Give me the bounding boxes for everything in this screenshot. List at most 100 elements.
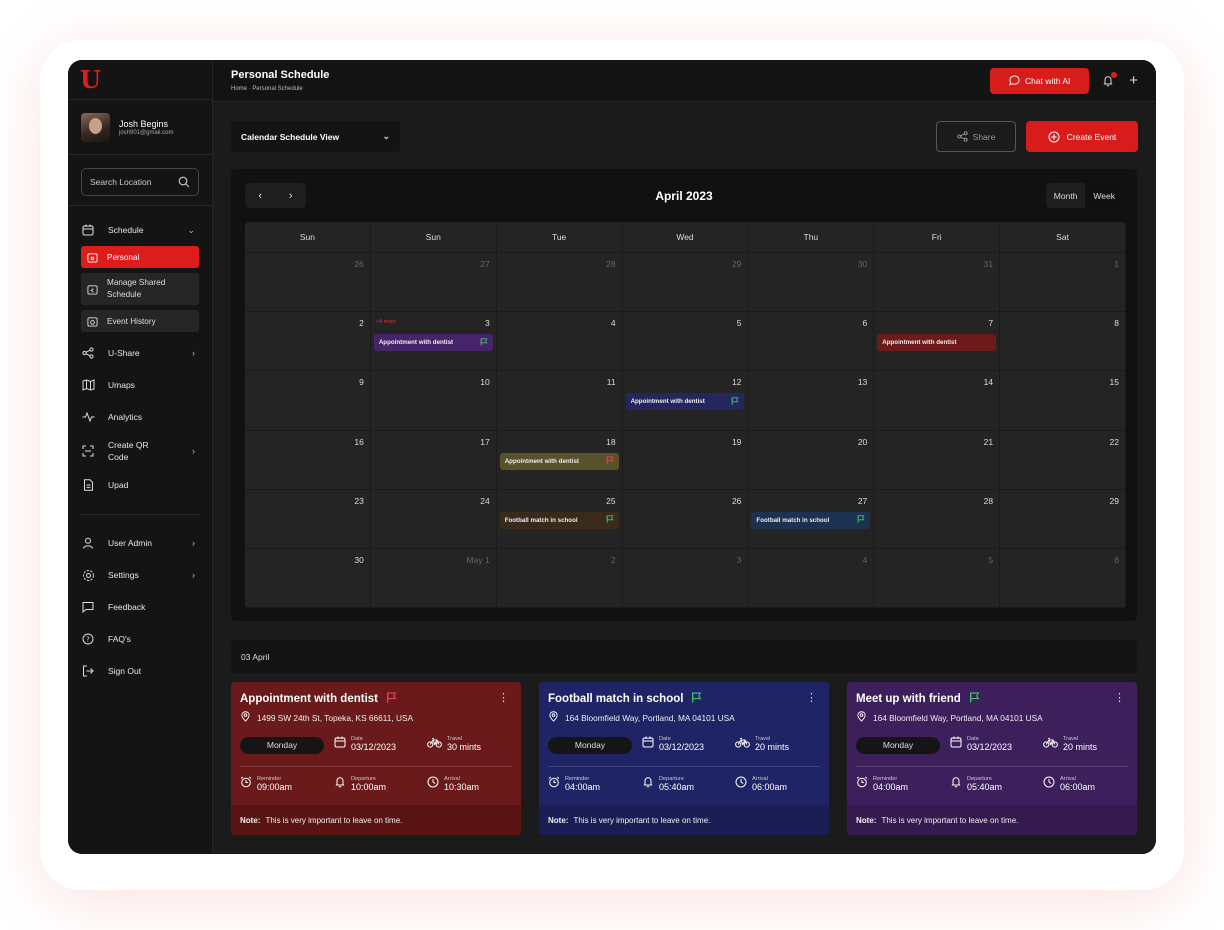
nav-feedback[interactable]: Feedback [81,591,199,623]
nav-user-admin[interactable]: User Admin › [81,527,199,559]
event-arrival-value: 06:00am [752,781,788,792]
calendar-event[interactable]: Football match in school [751,511,871,529]
calendar-day-cell[interactable]: 28 [874,489,1001,549]
event-arrival-label: Arrival [752,775,768,782]
nav-analytics-label: Analytics [108,412,143,422]
event-date-value: 03/12/2023 [659,741,705,752]
calendar-day-cell[interactable]: 2 [496,548,623,608]
calendar-day-cell[interactable]: 7 Appointment with dentist [874,312,1001,372]
calendar-day-cell[interactable]: 2 [245,312,371,372]
flag-icon [378,692,397,706]
calendar-day-cell[interactable]: 14 [874,371,1001,431]
chat-with-ai-button[interactable]: Chat with AI [990,67,1090,94]
event-note: Note: This is very important to leave on … [539,805,829,835]
calendar-day-cell[interactable]: 13 [748,371,875,431]
calendar-day-cell[interactable]: 3 +4 more Appointment with dentist [370,312,497,372]
location-pin-icon [548,711,565,724]
calendar-day-cell[interactable]: 12 Appointment with dentist [622,371,749,431]
nav-upad[interactable]: Upad [81,469,199,501]
create-event-button[interactable]: Create Event [1026,121,1138,152]
calendar-day-cell[interactable]: 29 [1000,489,1126,549]
share-button[interactable]: Share [936,121,1016,152]
calendar-day-cell[interactable]: 23 [245,489,371,549]
calendar-day-cell[interactable]: 26 [245,253,371,313]
calendar-day-cell[interactable]: 5 [622,312,749,372]
nav-settings[interactable]: Settings › [81,559,199,591]
month-view-button[interactable]: Month [1053,190,1078,201]
calendar-day-cell[interactable]: 22 [1000,430,1126,490]
event-card[interactable]: Football match in school ⋮ 164 Bloomfield … [539,682,829,835]
calendar-day-cell[interactable]: 31 [874,253,1001,313]
more-options-icon[interactable]: ⋮ [806,692,817,704]
nav-manage-shared-schedule[interactable]: Manage Shared Schedule [81,273,199,305]
nav-faqs[interactable]: ? FAQ's [81,623,199,655]
calendar-day-cell[interactable]: 18 Appointment with dentist [496,430,623,490]
calendar-day-cell[interactable]: 16 [245,430,371,490]
calendar-event[interactable]: Football match in school [499,511,619,529]
calendar-day-cell[interactable]: 11 [496,371,623,431]
calendar-day-cell[interactable]: 4 [748,548,875,608]
search-icon[interactable] [178,176,190,188]
event-arrival: Arrival 06:00am [1043,775,1095,793]
calendar-event[interactable]: Appointment with dentist [625,393,745,411]
event-card[interactable]: Appointment with dentist ⋮ 1499 SW 24th St… [231,682,521,835]
calendar-day-cell[interactable]: 1 [1000,253,1126,313]
calendar-day-cell[interactable]: 17 [370,430,497,490]
nav-personal[interactable]: Personal [81,246,199,268]
calendar-day-cell[interactable]: 24 [370,489,497,549]
calendar-day-cell[interactable]: 10 [370,371,497,431]
calendar-day-cell[interactable]: 21 [874,430,1001,490]
day-number: 16 [354,436,364,447]
breadcrumb[interactable]: Home · Personal Schedule [231,86,303,92]
history-calendar-icon [86,315,98,327]
calendar-day-cell[interactable]: 29 [622,253,749,313]
calendar-day-cell[interactable]: 30 [245,548,371,608]
prev-month-button[interactable]: ‹ [258,189,263,202]
calendar-view-select[interactable]: Calendar Schedule View ⌄ [231,121,400,152]
more-events-link[interactable]: +4 more [375,319,397,326]
add-button[interactable]: + [1129,72,1138,89]
nav-ushare[interactable]: U-Share › [81,337,199,369]
event-cards: Appointment with dentist ⋮ 1499 SW 24th St… [231,682,1137,835]
nav-sign-out[interactable]: Sign Out [81,655,199,687]
calendar-day-cell[interactable]: May 1 [370,548,497,608]
event-departure: Departure 05:40am [950,775,1002,793]
calendar-event[interactable]: Appointment with dentist [373,334,493,352]
user-profile[interactable]: Josh Begins josh901@gmail.com [68,100,212,155]
nav-analytics[interactable]: Analytics [81,401,199,433]
calendar-day-cell[interactable]: 15 [1000,371,1126,431]
calendar-day-cell[interactable]: 6 [748,312,875,372]
more-options-icon[interactable]: ⋮ [1114,692,1125,704]
event-card[interactable]: Meet up with friend ⋮ 164 Bloomfield Way, … [847,682,1137,835]
month-navigation: ‹ › [245,183,306,208]
calendar-day-cell[interactable]: 9 [245,371,371,431]
calendar-day-cell[interactable]: 25 Football match in school [496,489,623,549]
calendar-day-cell[interactable]: 28 [496,253,623,313]
calendar-day-cell[interactable]: 3 [622,548,749,608]
notification-button[interactable] [1101,71,1118,88]
calendar-event[interactable]: Appointment with dentist [499,452,619,470]
calendar-day-cell[interactable]: 6 [1000,548,1126,608]
calendar-day-cell[interactable]: 19 [622,430,749,490]
calendar-day-cell[interactable]: 30 [748,253,875,313]
search-location-input[interactable]: Search Location [81,168,199,196]
calendar-day-cell[interactable]: 27 [370,253,497,313]
day-number: 29 [1109,495,1119,506]
nav-schedule[interactable]: Schedule ⌄ [81,214,199,246]
calendar-day-cell[interactable]: 5 [874,548,1001,608]
nav-umaps[interactable]: Umaps [81,369,199,401]
calendar-day-cell[interactable]: 27 Football match in school [748,489,875,549]
calendar-day-cell[interactable]: 4 [496,312,623,372]
profile-name: Josh Begins [119,118,169,129]
calendar-day-cell[interactable]: 8 [1000,312,1126,372]
calendar-event[interactable]: Appointment with dentist [877,334,997,352]
logo[interactable]: U [68,60,212,100]
create-event-label: Create Event [1066,131,1117,142]
nav-event-history[interactable]: Event History [81,310,199,332]
calendar-day-cell[interactable]: 26 [622,489,749,549]
next-month-button[interactable]: › [288,189,293,202]
more-options-icon[interactable]: ⋮ [498,692,509,704]
nav-create-qr-code[interactable]: Create QR Code › [81,433,199,469]
week-view-button[interactable]: Week [1085,183,1123,208]
calendar-day-cell[interactable]: 20 [748,430,875,490]
